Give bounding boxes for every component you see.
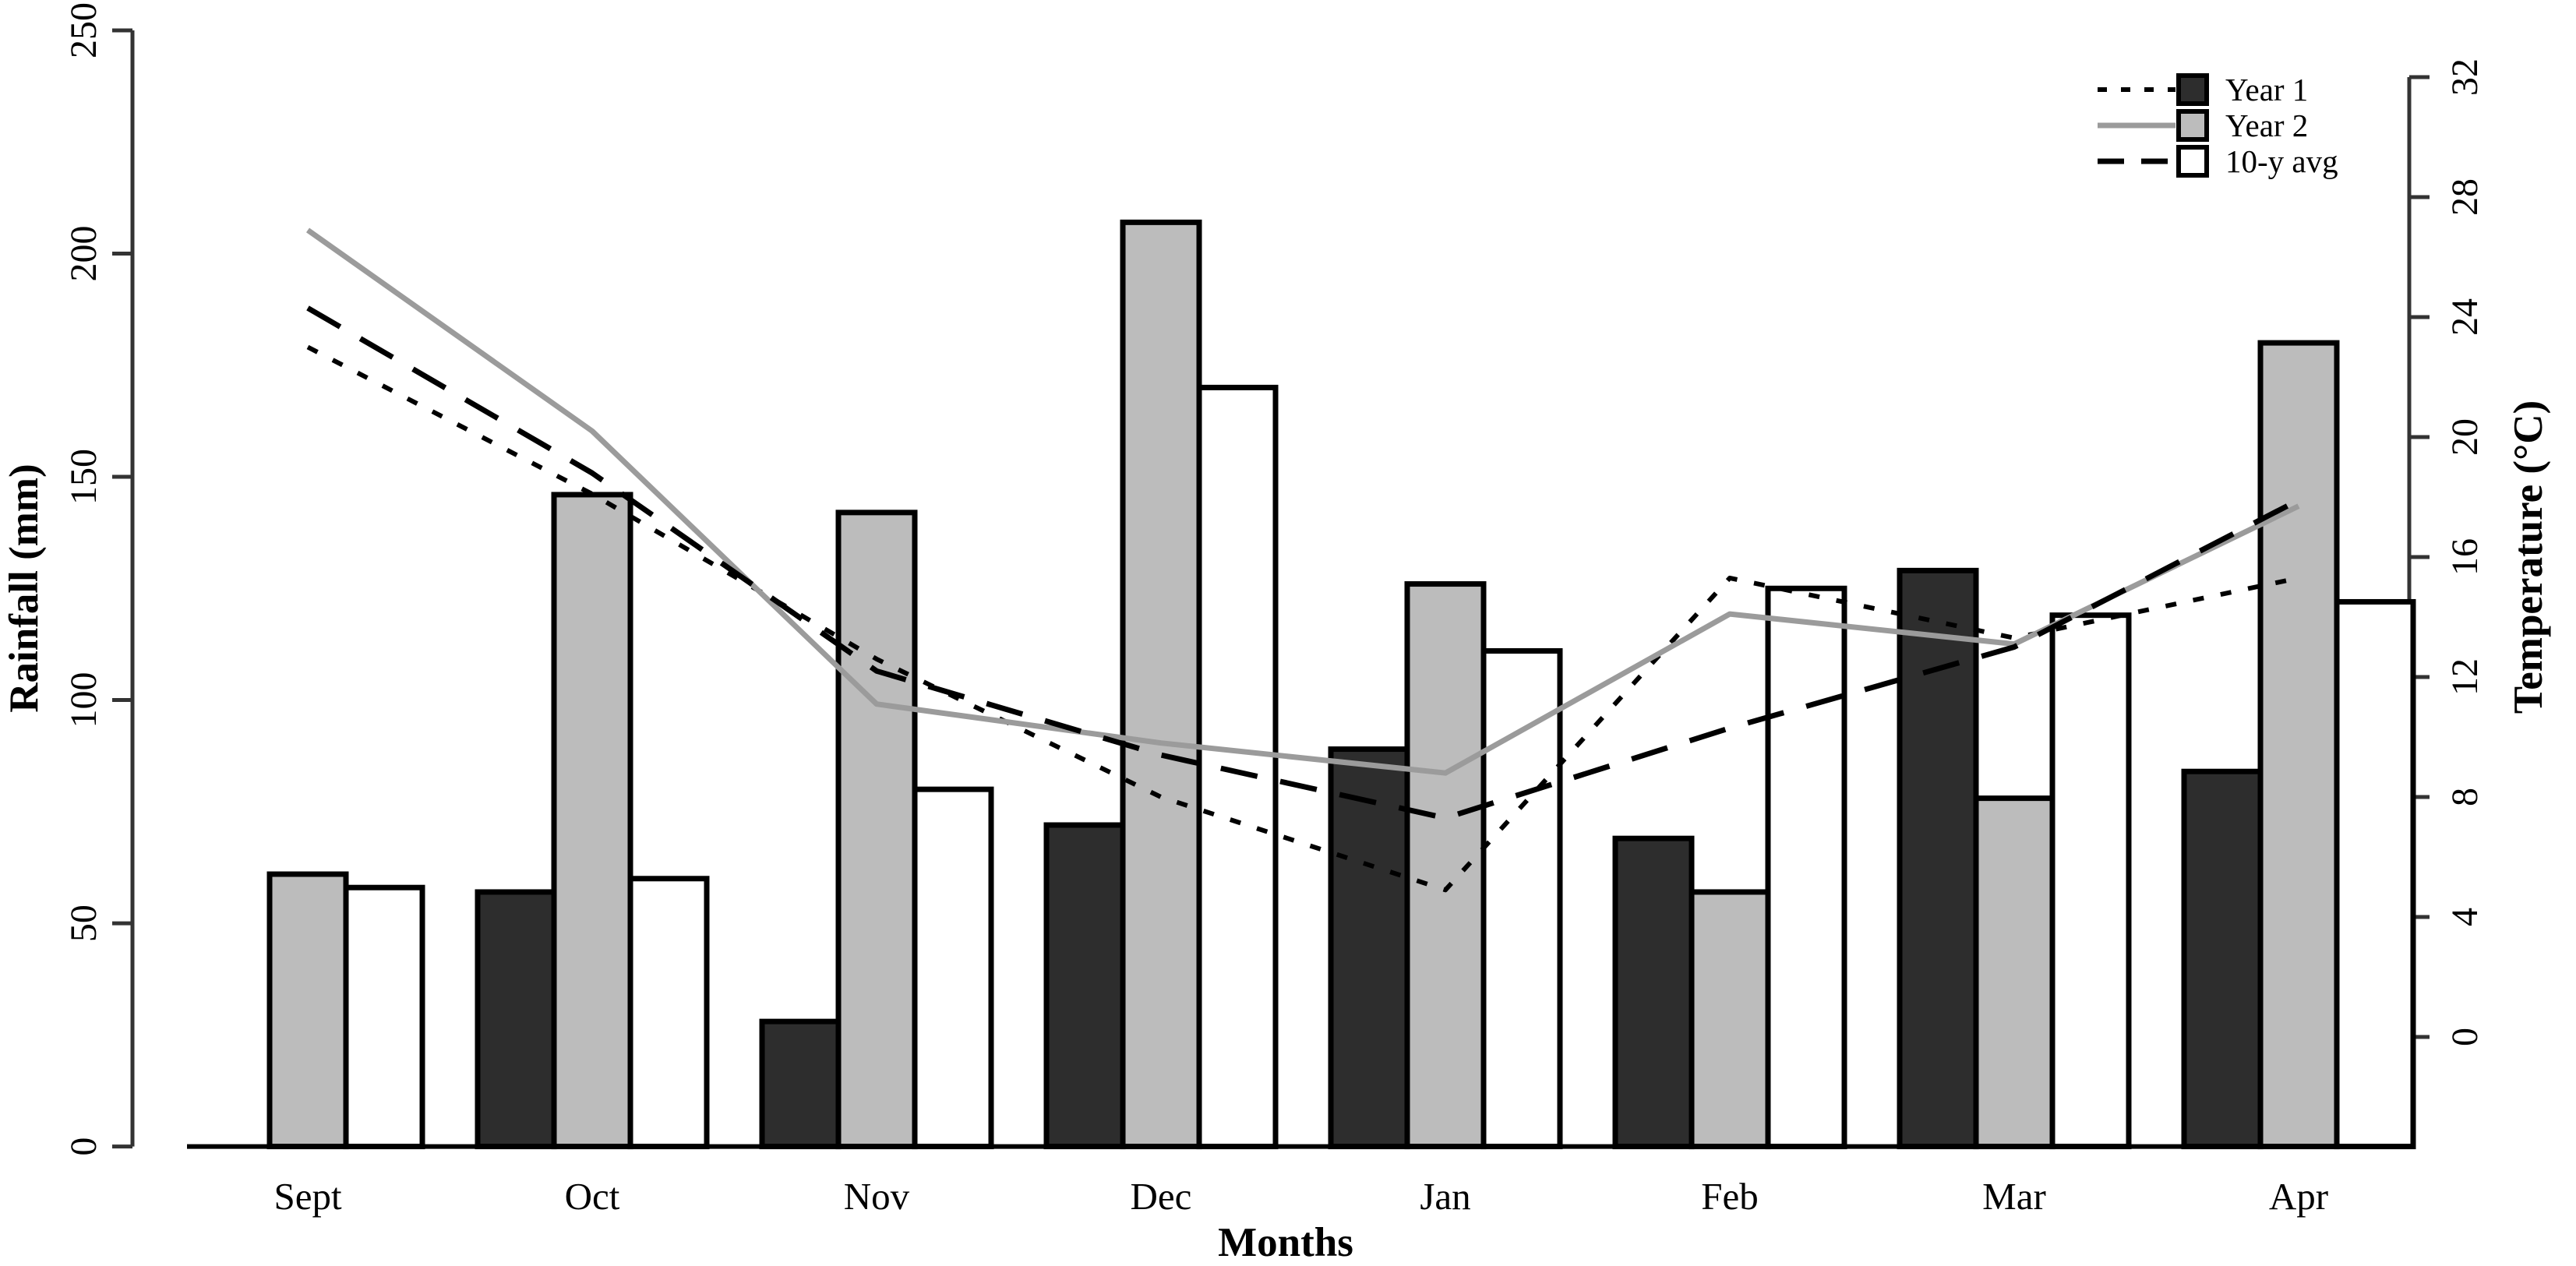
left-axis-tick-label: 200: [63, 225, 104, 281]
bar-oct-year-2: [551, 492, 633, 1150]
legend-label: 10-y avg: [2225, 143, 2338, 179]
x-axis-label-nov: Nov: [844, 1175, 910, 1218]
bar-nov-year-1: [759, 1018, 842, 1150]
bar-sept-10-y-avg: [343, 884, 425, 1150]
x-axis-label-mar: Mar: [1982, 1175, 2046, 1218]
right-axis-tick-label: 16: [2444, 538, 2486, 576]
left-axis-tick-label: 0: [63, 1137, 104, 1156]
legend-label: Year 1: [2225, 72, 2308, 108]
legend-label: Year 2: [2225, 108, 2308, 143]
right-axis-title: Temperature (°C): [2506, 400, 2551, 714]
temperature-line-year-2: [305, 227, 2300, 776]
temperature-line-10-y-avg: [306, 305, 2300, 821]
bar-nov-year-2: [835, 510, 918, 1150]
left-axis-title: Rainfall (mm): [2, 464, 47, 712]
right-axis-tick-label: 32: [2444, 58, 2486, 96]
right-axis-tick-label: 12: [2444, 658, 2486, 696]
bar-feb-year-2: [1689, 889, 1771, 1150]
right-axis-tick-label: 0: [2444, 1028, 2486, 1046]
bar-nov-10-y-avg: [912, 786, 994, 1150]
right-axis-tick-label: 24: [2444, 298, 2486, 336]
bar-oct-year-1: [475, 889, 557, 1150]
bar-jan-10-y-avg: [1480, 648, 1563, 1150]
right-axis-tick-label: 28: [2444, 178, 2486, 216]
right-axis-tick-label: 8: [2444, 788, 2486, 806]
bar-dec-10-y-avg: [1196, 384, 1279, 1150]
bar-mar-year-2: [1973, 795, 2056, 1150]
left-axis-tick-label: 150: [63, 449, 104, 505]
x-axis-label-feb: Feb: [1701, 1175, 1759, 1218]
bar-feb-year-1: [1612, 835, 1695, 1150]
bar-oct-10-y-avg: [627, 876, 710, 1150]
bar-mar-year-1: [1897, 567, 1979, 1150]
right-axis-tick-label: 20: [2444, 418, 2486, 456]
bar-apr-year-2: [2257, 340, 2340, 1150]
bar-sept-year-2: [266, 871, 349, 1150]
x-axis-title: Months: [1218, 1220, 1353, 1265]
bar-apr-10-y-avg: [2334, 598, 2416, 1150]
legend-marker-dark-filled-square: [2176, 73, 2209, 106]
bar-feb-10-y-avg: [1765, 585, 1847, 1150]
x-axis-label-jan: Jan: [1420, 1175, 1470, 1218]
left-axis-tick-label: 250: [63, 2, 104, 58]
x-axis-label-apr: Apr: [2269, 1175, 2328, 1218]
bar-jan-year-1: [1328, 746, 1410, 1150]
left-axis-tick-label: 100: [63, 672, 104, 728]
bar-mar-10-y-avg: [2049, 612, 2132, 1150]
legend-marker-white-open-square: [2176, 145, 2209, 178]
x-axis-label-sept: Sept: [273, 1175, 342, 1218]
bar-jan-year-2: [1404, 581, 1487, 1150]
legend-marker-gray-filled-square: [2176, 109, 2209, 142]
bar-dec-year-2: [1120, 219, 1202, 1150]
x-axis-label-dec: Dec: [1131, 1175, 1192, 1218]
left-axis-tick-label: 50: [63, 905, 104, 942]
x-axis-label-oct: Oct: [565, 1175, 620, 1218]
bar-dec-year-1: [1043, 822, 1126, 1150]
right-axis-tick-label: 4: [2444, 908, 2486, 926]
temperature-line-year-1: [306, 344, 2299, 893]
bar-apr-year-1: [2181, 768, 2264, 1150]
